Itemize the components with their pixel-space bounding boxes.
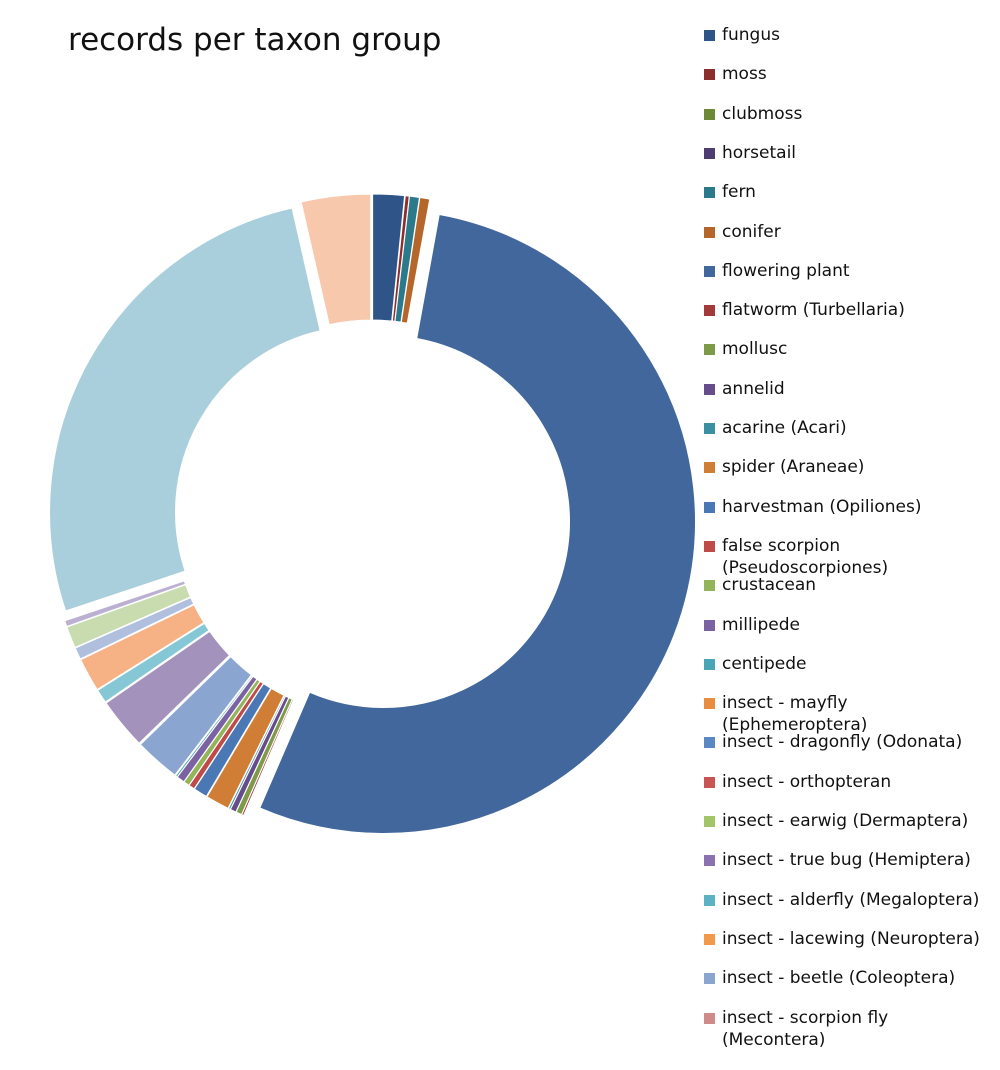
legend-item-insect-dragonfly-odonata: insect - dragonfly (Odonata) — [704, 731, 994, 753]
legend-item-insect-alderfly-megaloptera: insect - alderfly (Megaloptera) — [704, 889, 994, 911]
legend-item-false-scorpion-pseudoscorpiones: false scorpion (Pseudoscorpiones) — [704, 535, 994, 579]
legend-item-annelid: annelid — [704, 378, 994, 400]
legend-item-fungus: fungus — [704, 24, 994, 46]
legend-item-conifer: conifer — [704, 221, 994, 243]
legend-item-insect-scorpion-fly-mecontera: insect - scorpion fly (Mecontera) — [704, 1007, 994, 1051]
legend-swatch — [704, 619, 715, 631]
legend-label: insect - dragonfly (Odonata) — [722, 732, 963, 753]
legend-swatch — [704, 108, 715, 120]
legend-label: insect - scorpion fly (Mecontera) — [722, 1007, 889, 1050]
legend-item-insect-orthopteran: insect - orthopteran — [704, 771, 994, 793]
legend-label: false scorpion (Pseudoscorpiones) — [722, 535, 889, 578]
legend-label: conifer — [722, 221, 781, 242]
donut-slices — [49, 193, 696, 834]
slice-fungus — [372, 193, 406, 322]
legend-swatch — [704, 265, 715, 277]
legend-item-flowering-plant: flowering plant — [704, 260, 994, 282]
legend-swatch — [704, 383, 715, 395]
slice-unlabeled-33 — [300, 193, 372, 326]
slice-unlabeled-30 — [66, 584, 192, 649]
slice-unlabeled-31 — [64, 580, 187, 628]
slice-conifer — [400, 196, 431, 324]
legend-label: insect - earwig (Dermaptera) — [722, 811, 969, 831]
legend-label: fern — [722, 182, 756, 203]
legend-label: insect - lacewing (Neuroptera) — [722, 928, 980, 949]
legend-label: moss — [722, 64, 767, 85]
legend-swatch — [704, 462, 715, 474]
legend-swatch — [704, 501, 715, 513]
legend-label: annelid — [722, 378, 785, 399]
legend-label: insect - alderfly (Megaloptera) — [722, 889, 980, 910]
legend-item-acarine-acari: acarine (Acari) — [704, 417, 994, 439]
legend-swatch — [704, 1012, 715, 1024]
legend-swatch — [704, 580, 715, 592]
legend-item-crustacean: crustacean — [704, 574, 994, 596]
slice-flowering-plant — [259, 213, 696, 834]
legend-swatch — [704, 776, 715, 788]
legend-item-clubmoss: clubmoss — [704, 103, 994, 125]
legend-item-mollusc: mollusc — [704, 338, 994, 360]
legend-label: harvestman (Opiliones) — [722, 496, 922, 517]
legend-item-flatworm-turbellaria: flatworm (Turbellaria) — [704, 299, 994, 321]
slice-spider-araneae — [206, 687, 285, 809]
legend-label: fungus — [722, 25, 780, 45]
legend-item-insect-beetle-coleoptera: insect - beetle (Coleoptera) — [704, 967, 994, 989]
legend-item-insect-true-bug-hemiptera: insect - true bug (Hemiptera) — [704, 849, 994, 871]
legend-swatch — [704, 698, 715, 710]
slice-unlabeled-32 — [49, 207, 321, 612]
legend-item-horsetail: horsetail — [704, 142, 994, 164]
legend-label: insect - beetle (Coleoptera) — [722, 968, 956, 989]
legend-label: centipede — [722, 653, 807, 674]
legend-item-insect-mayfly-ephemeroptera: insect - mayfly (Ephemeroptera) — [704, 692, 994, 736]
legend-swatch — [704, 147, 715, 159]
legend-label: acarine (Acari) — [722, 418, 847, 438]
legend-label: mollusc — [722, 339, 788, 360]
legend-swatch — [704, 69, 715, 81]
legend-swatch — [704, 658, 715, 670]
legend-swatch — [704, 855, 715, 867]
legend-swatch — [704, 305, 715, 317]
legend-swatch — [704, 344, 715, 356]
legend-item-fern: fern — [704, 181, 994, 203]
legend-label: insect - true bug (Hemiptera) — [722, 850, 971, 871]
donut-chart — [49, 193, 696, 834]
slice-unlabeled-26 — [105, 630, 231, 744]
legend-swatch — [704, 894, 715, 906]
slice-unlabeled-27 — [96, 622, 210, 703]
legend-label: millipede — [722, 614, 800, 635]
slice-unlabeled-29 — [74, 596, 195, 660]
legend-swatch — [704, 737, 715, 749]
legend-label: flowering plant — [722, 260, 850, 281]
legend-swatch — [704, 973, 715, 985]
legend-swatch — [704, 187, 715, 199]
legend-swatch — [704, 933, 715, 945]
legend-item-spider-araneae: spider (Araneae) — [704, 456, 994, 478]
legend-label: crustacean — [722, 575, 817, 596]
legend-item-harvestman-opiliones: harvestman (Opiliones) — [704, 496, 994, 518]
legend-label: horsetail — [722, 142, 797, 163]
legend-swatch — [704, 540, 715, 552]
slice-unlabeled-28 — [80, 604, 205, 691]
legend-swatch — [704, 423, 715, 434]
legend-swatch — [704, 30, 715, 41]
legend-label: clubmoss — [722, 103, 803, 124]
slice-insect-beetle-coleoptera — [139, 655, 252, 776]
legend-label: spider (Araneae) — [722, 457, 865, 478]
legend-item-insect-earwig-dermaptera: insect - earwig (Dermaptera) — [704, 810, 994, 832]
legend-item-centipede: centipede — [704, 653, 994, 675]
slice-acarine-acari — [227, 694, 287, 811]
legend-label: insect - orthopteran — [722, 771, 892, 792]
chart-title: records per taxon group — [68, 22, 442, 58]
legend-swatch — [704, 816, 715, 827]
legend-item-insect-lacewing-neuroptera: insect - lacewing (Neuroptera) — [704, 928, 994, 950]
legend-label: flatworm (Turbellaria) — [722, 300, 905, 321]
legend-item-millipede: millipede — [704, 614, 994, 636]
slice-centipede — [174, 674, 254, 778]
legend-swatch — [704, 226, 715, 238]
legend-label: insect - mayfly (Ephemeroptera) — [722, 693, 868, 736]
legend-item-moss: moss — [704, 63, 994, 85]
